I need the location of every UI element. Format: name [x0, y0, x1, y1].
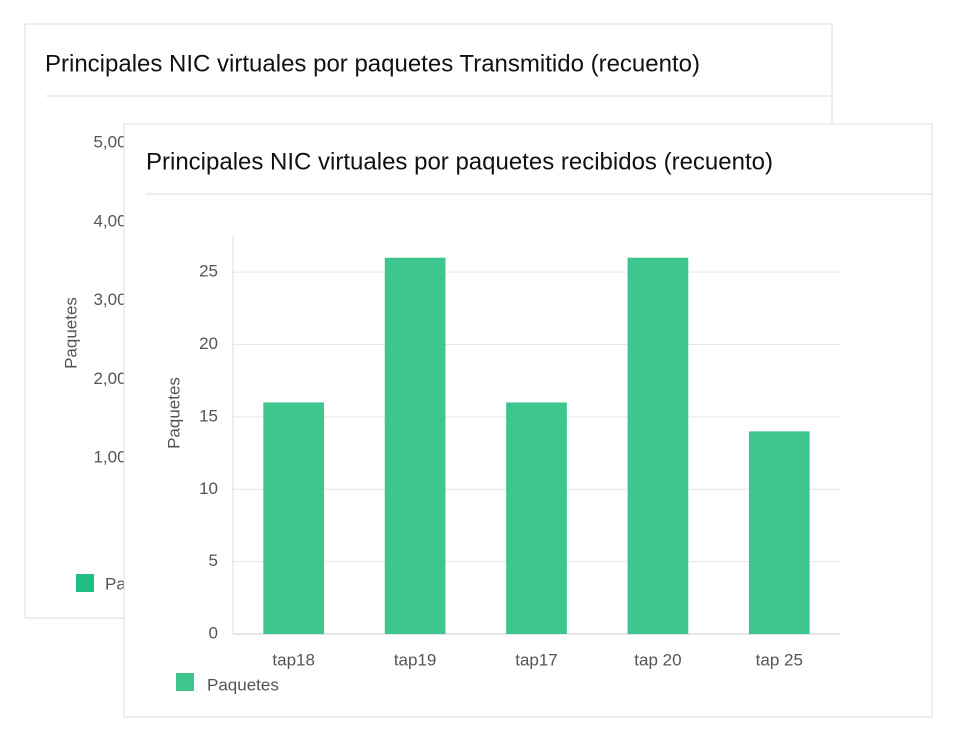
chart-title: Principales NIC virtuales por paquetes r…: [146, 148, 773, 175]
y-tick-label: 15: [199, 406, 218, 425]
bar: [384, 257, 446, 634]
legend-swatch: [76, 574, 94, 592]
y-axis-label: Paquetes: [164, 377, 183, 449]
card: Principales NIC virtuales por paquetes r…: [123, 123, 933, 718]
x-tick-label: tap19: [394, 650, 437, 669]
y-tick-label: 5: [209, 551, 218, 570]
x-tick-label: tap17: [515, 650, 558, 669]
y-tick-label: 10: [199, 479, 218, 498]
x-tick-label: tap 25: [756, 650, 803, 669]
bar: [748, 431, 810, 634]
chart-title: Principales NIC virtuales por paquetes T…: [45, 50, 700, 77]
x-tick-label: tap 20: [634, 650, 681, 669]
legend-swatch: [176, 673, 194, 691]
bar: [627, 257, 689, 634]
legend-label: Paquetes: [207, 675, 279, 694]
y-axis-label: Paquetes: [61, 297, 80, 369]
x-tick-label: tap18: [272, 650, 315, 669]
y-tick-label: 25: [199, 262, 218, 281]
bar: [506, 402, 567, 634]
bar: [263, 402, 325, 634]
y-tick-label: 0: [209, 623, 218, 642]
y-tick-label: 20: [199, 334, 218, 353]
